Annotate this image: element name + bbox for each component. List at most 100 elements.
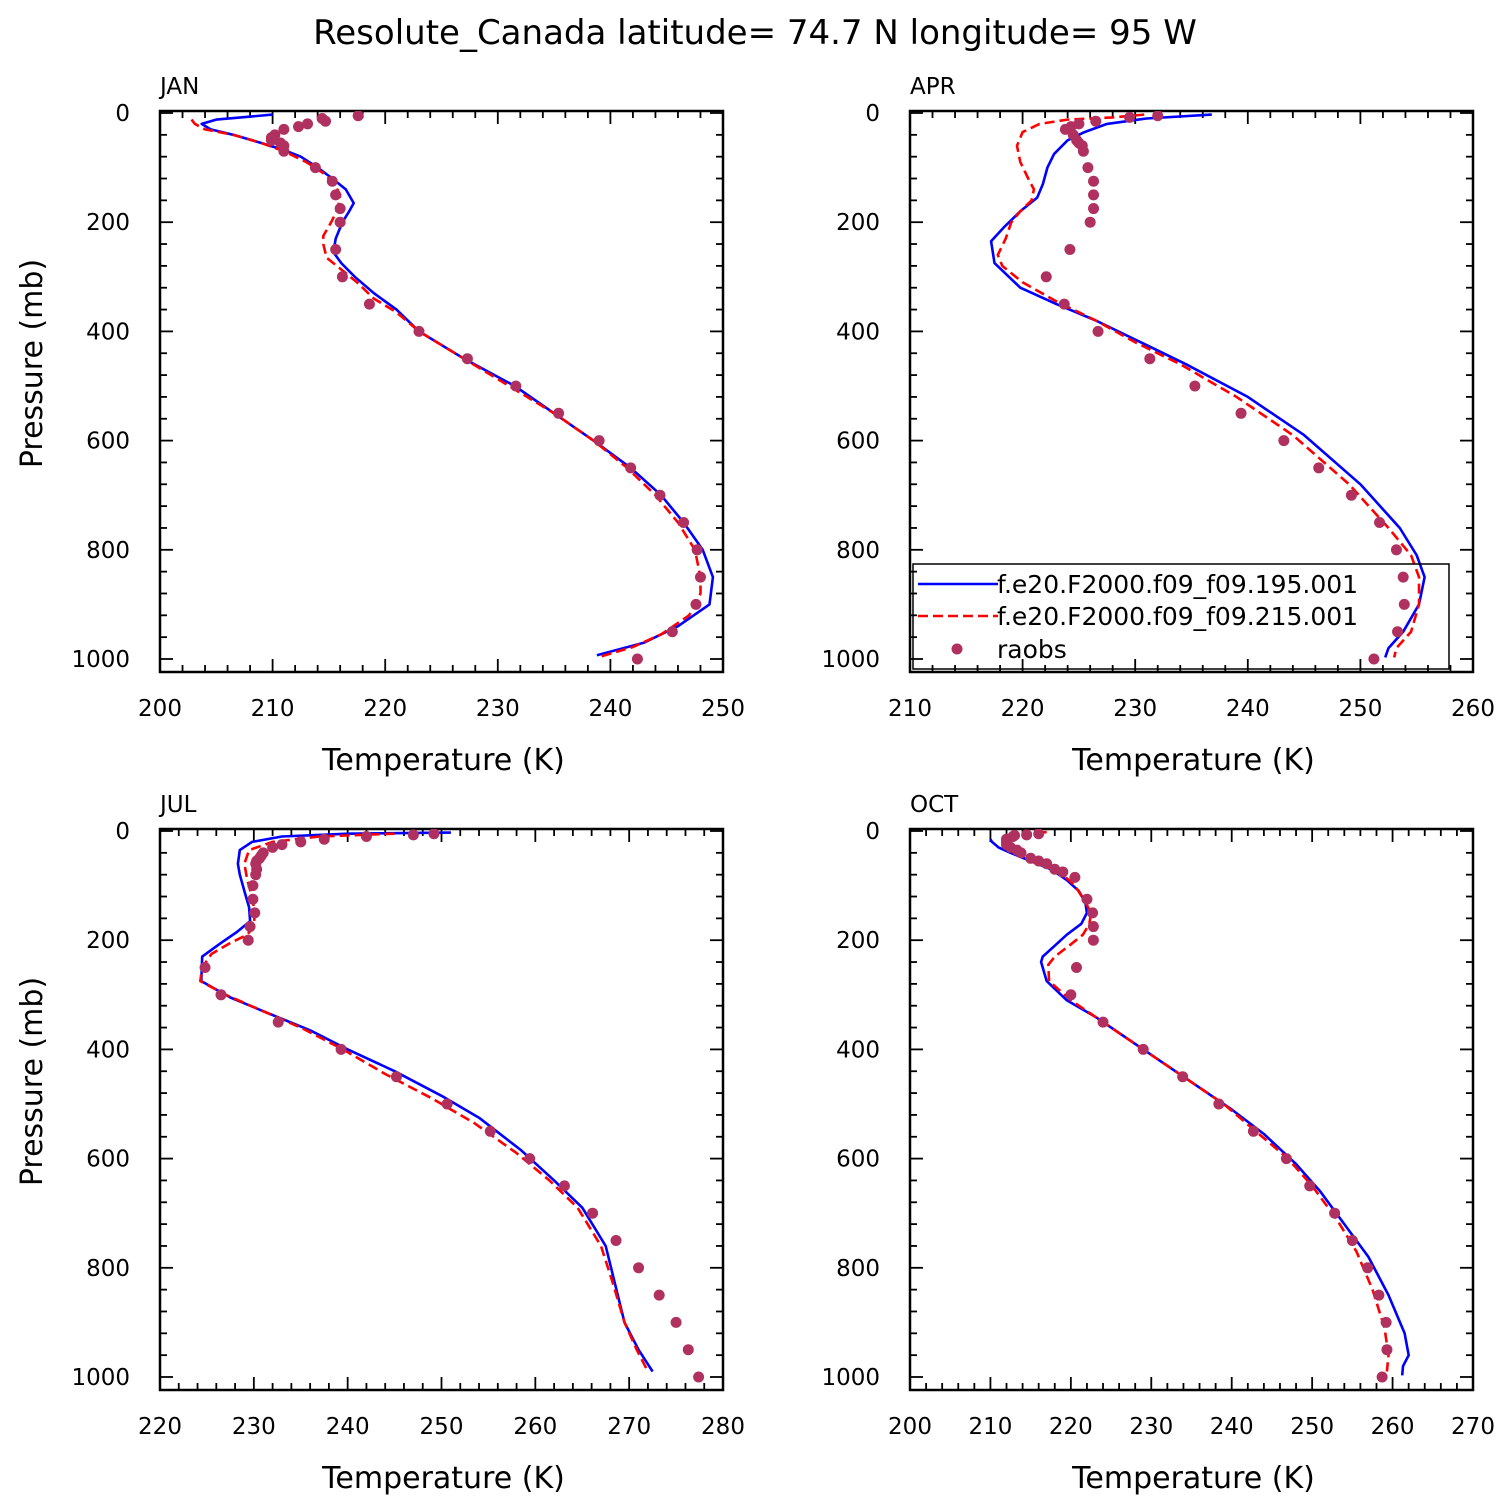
raobs-point	[653, 1289, 665, 1301]
x-axis-title: Temperature (K)	[321, 1461, 565, 1496]
y-tick-label: 800	[86, 1256, 130, 1282]
x-tick-label: 230	[232, 1414, 276, 1440]
raobs-point	[1069, 871, 1081, 883]
raobs-point	[631, 653, 643, 665]
x-tick-label: 280	[701, 1414, 745, 1440]
legend-label: f.e20.F2000.f09_f09.215.001	[997, 602, 1358, 631]
x-axis-title: Temperature (K)	[1071, 1461, 1315, 1496]
raobs-point	[352, 111, 364, 122]
x-tick-label: 240	[588, 696, 632, 722]
x-tick-label: 220	[1049, 1414, 1093, 1440]
raobs-point	[666, 626, 678, 638]
y-axis-title: Pressure (mb)	[15, 259, 50, 468]
raobs-point	[1124, 111, 1136, 123]
raobs-point	[1082, 162, 1094, 174]
x-tick-label: 210	[888, 696, 932, 722]
figure-title: Resolute_Canada latitude= 74.7 N longitu…	[313, 13, 1197, 53]
y-axis-title: Pressure (mb)	[15, 977, 50, 1186]
series-215-line	[199, 832, 650, 1373]
raobs-point	[1088, 175, 1100, 187]
x-tick-label: 220	[1001, 696, 1045, 722]
raobs-point	[1346, 1235, 1358, 1246]
raobs-point	[335, 1043, 347, 1055]
raobs-point	[330, 244, 342, 255]
x-tick-label: 260	[1451, 696, 1495, 722]
raobs-point	[694, 571, 706, 583]
raobs-point	[691, 544, 703, 556]
x-tick-label: 270	[607, 1414, 651, 1440]
raobs-point	[558, 1180, 570, 1192]
raobs-point	[587, 1207, 599, 1219]
raobs-point	[316, 112, 328, 124]
y-tick-label: 1000	[71, 1365, 130, 1391]
raobs-point	[390, 1071, 402, 1083]
raobs-point	[1059, 123, 1071, 135]
raobs-point	[267, 841, 279, 853]
plot-frame	[908, 109, 1475, 674]
raobs-point	[1235, 407, 1247, 419]
x-tick-label: 230	[1113, 696, 1157, 722]
y-tick-label: 1000	[821, 1365, 880, 1391]
raobs-point	[1368, 653, 1380, 665]
raobs-point	[265, 134, 277, 146]
raobs-point	[593, 435, 605, 447]
raobs-point	[1087, 907, 1099, 919]
x-tick-label: 250	[701, 696, 745, 722]
raobs-point	[1088, 203, 1100, 215]
x-axis-title: Temperature (K)	[321, 743, 565, 778]
raobs-point	[510, 380, 522, 392]
x-tick-label: 220	[363, 696, 407, 722]
raobs-point	[215, 989, 227, 1001]
y-tick-label: 400	[836, 319, 880, 345]
series-raobs	[199, 829, 705, 1383]
raobs-point	[292, 121, 304, 133]
raobs-point	[1033, 829, 1045, 840]
x-tick-label: 240	[1226, 696, 1270, 722]
raobs-point	[1189, 380, 1201, 392]
legend-label: raobs	[997, 635, 1067, 664]
panel-apr: 210 220 230 240 250 260 0 200 400 600 800 1000 APR Te…	[821, 74, 1495, 778]
raobs-point	[1313, 462, 1325, 474]
raobs-point	[199, 962, 211, 973]
raobs-point	[1087, 921, 1099, 933]
raobs-point	[633, 1262, 645, 1274]
raobs-point	[1373, 1289, 1385, 1301]
raobs-point	[610, 1235, 622, 1246]
raobs-point	[1376, 1371, 1388, 1383]
raobs-point	[302, 118, 314, 130]
raobs-point	[242, 934, 254, 946]
raobs-point	[413, 325, 425, 337]
raobs-point	[1064, 244, 1076, 255]
x-tick-label: 270	[1451, 1414, 1495, 1440]
x-tick-label: 250	[1338, 696, 1382, 722]
raobs-point	[1362, 1262, 1374, 1274]
raobs-point	[318, 833, 330, 845]
series-195-line	[989, 838, 1410, 1376]
x-axis-title: Temperature (K)	[1071, 743, 1315, 778]
raobs-point	[334, 203, 346, 215]
x-tick-label: 230	[476, 696, 520, 722]
y-tick-label: 400	[86, 319, 130, 345]
panel-title: OCT	[910, 792, 959, 818]
raobs-point	[1280, 1153, 1292, 1165]
raobs-point	[1398, 598, 1410, 610]
y-tick-label: 400	[86, 1037, 130, 1063]
raobs-point	[336, 271, 348, 283]
plot-frame	[158, 109, 725, 674]
raobs-point	[678, 517, 690, 528]
raobs-point	[1084, 216, 1096, 228]
raobs-point	[1087, 934, 1099, 946]
raobs-point	[1152, 111, 1164, 122]
raobs-point	[524, 1153, 536, 1165]
y-tick-label: 0	[115, 819, 130, 845]
raobs-point	[272, 1016, 284, 1028]
legend-label: f.e20.F2000.f09_f09.195.001	[997, 570, 1358, 599]
raobs-point	[363, 298, 375, 310]
panel-jan: 200 210 220 230 240 250 0 200 400 600 800 1000 JAN Te…	[15, 74, 745, 778]
x-tick-label: 200	[888, 1414, 932, 1440]
x-tick-label: 230	[1129, 1414, 1173, 1440]
raobs-point	[1058, 298, 1070, 310]
x-tick-label: 260	[513, 1414, 557, 1440]
series-195-line	[200, 113, 715, 657]
